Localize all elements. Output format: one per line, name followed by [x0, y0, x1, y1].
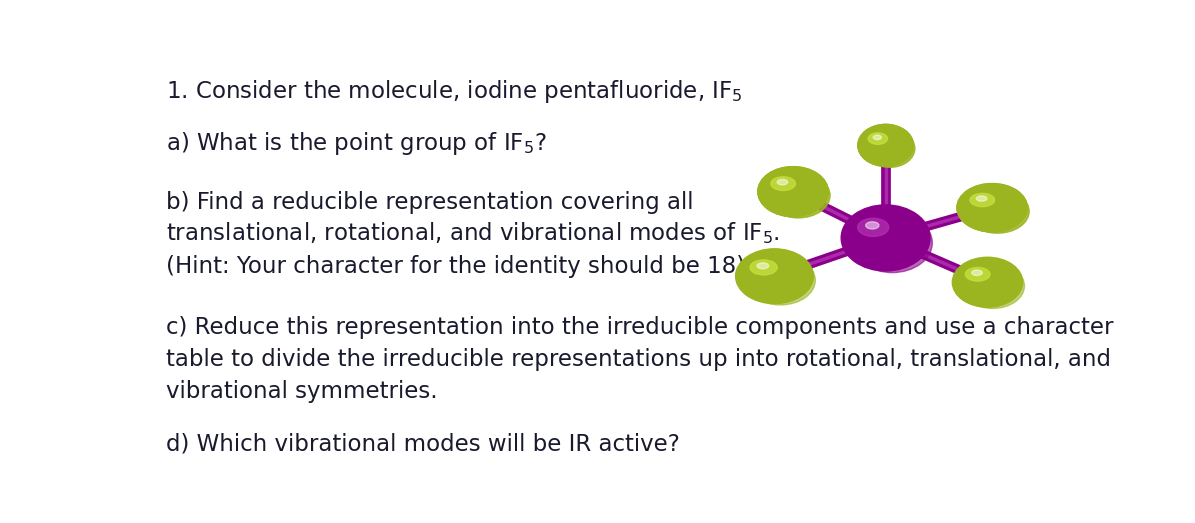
Ellipse shape: [868, 133, 888, 144]
Ellipse shape: [865, 222, 880, 229]
Ellipse shape: [767, 173, 831, 218]
Ellipse shape: [750, 260, 777, 275]
Ellipse shape: [771, 177, 796, 190]
Ellipse shape: [841, 205, 930, 271]
Ellipse shape: [736, 249, 814, 303]
Ellipse shape: [966, 190, 1029, 233]
Ellipse shape: [976, 196, 987, 201]
Ellipse shape: [957, 184, 1028, 232]
Ellipse shape: [852, 213, 932, 272]
Text: b) Find a reducible representation covering all: b) Find a reducible representation cover…: [166, 191, 693, 214]
Ellipse shape: [976, 196, 987, 201]
Text: table to divide the irreducible representations up into rotational, translationa: table to divide the irreducible represen…: [166, 348, 1111, 371]
Ellipse shape: [777, 179, 788, 185]
Ellipse shape: [767, 173, 831, 218]
Ellipse shape: [746, 256, 815, 305]
Text: a) What is the point group of IF$_5$?: a) What is the point group of IF$_5$?: [166, 130, 546, 157]
Text: translational, rotational, and vibrational modes of IF$_5$.: translational, rotational, and vibration…: [166, 220, 780, 246]
Ellipse shape: [756, 263, 768, 269]
Text: d) Which vibrational modes will be IR active?: d) Which vibrational modes will be IR ac…: [166, 433, 680, 456]
Ellipse shape: [874, 135, 882, 140]
Ellipse shape: [758, 167, 828, 217]
Ellipse shape: [966, 267, 989, 281]
Ellipse shape: [952, 257, 1023, 307]
Text: 1. Consider the molecule, iodine pentafluoride, IF$_5$: 1. Consider the molecule, iodine pentafl…: [166, 78, 742, 105]
Ellipse shape: [970, 194, 994, 207]
Text: vibrational symmetries.: vibrational symmetries.: [166, 380, 437, 403]
Ellipse shape: [865, 130, 915, 167]
Ellipse shape: [771, 177, 796, 190]
Ellipse shape: [858, 218, 889, 236]
Text: c) Reduce this representation into the irreducible components and use a characte: c) Reduce this representation into the i…: [166, 315, 1114, 338]
Ellipse shape: [868, 133, 888, 144]
Ellipse shape: [957, 184, 1028, 232]
Ellipse shape: [972, 270, 982, 276]
Text: (Hint: Your character for the identity should be 18): (Hint: Your character for the identity s…: [166, 255, 746, 278]
Ellipse shape: [858, 124, 913, 166]
Ellipse shape: [865, 130, 915, 167]
Ellipse shape: [777, 179, 788, 185]
Ellipse shape: [858, 124, 913, 166]
Ellipse shape: [758, 167, 828, 217]
Ellipse shape: [961, 264, 1024, 309]
Ellipse shape: [966, 190, 1029, 233]
Ellipse shape: [874, 135, 882, 140]
Ellipse shape: [970, 194, 994, 207]
